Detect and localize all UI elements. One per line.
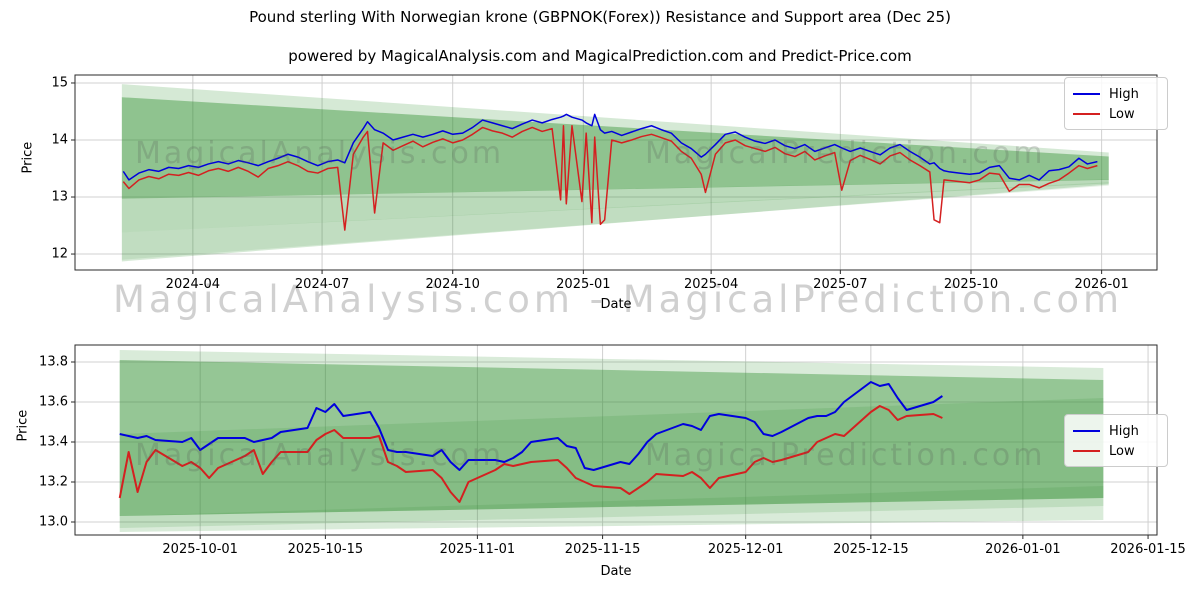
watermark-analysis-bottom: MagicalAnalysis.com	[135, 438, 505, 473]
legend-top: High Low	[1064, 77, 1168, 130]
xtick-label: 2026-01-01	[985, 542, 1061, 557]
xtick-label: 2025-11-15	[564, 542, 641, 557]
page-title: Pound sterling With Norwegian krone (GBP…	[249, 8, 951, 26]
legend-label-low: Low	[1109, 443, 1135, 459]
legend-item-low: Low	[1073, 104, 1159, 124]
watermark-analysis-top: MagicalAnalysis.com	[135, 136, 505, 171]
x-axis-label-bottom: Date	[600, 564, 632, 579]
xtick-label: 2025-12-15	[833, 542, 909, 557]
watermark-prediction-top: MagicalPrediction.com	[645, 136, 1046, 171]
x-axis-label-top: Date	[600, 297, 632, 312]
xtick-label: 2026-01	[1074, 277, 1129, 292]
legend-label-high: High	[1109, 86, 1139, 102]
y-axis-label-top: Price	[20, 141, 36, 174]
ytick-label: 13.0	[39, 514, 68, 530]
xtick-label: 2024-04	[165, 277, 221, 292]
ytick-label: 13.2	[39, 474, 68, 490]
legend-label-high: High	[1109, 423, 1139, 439]
ytick-label: 12	[51, 246, 68, 262]
xtick-label: 2025-12-01	[707, 542, 784, 557]
xtick-label: 2026-01-15	[1110, 542, 1186, 557]
ytick-label: 14	[51, 132, 68, 148]
xtick-label: 2025-01	[556, 277, 611, 292]
xtick-label: 2024-10	[425, 277, 480, 292]
ytick-label: 13	[51, 189, 68, 205]
legend-item-high: High	[1073, 84, 1159, 104]
ytick-label: 13.8	[39, 354, 68, 370]
xtick-label: 2025-04	[683, 277, 739, 292]
ytick-label: 15	[51, 75, 68, 91]
low-line-swatch	[1073, 113, 1100, 115]
legend-item-low: Low	[1073, 441, 1159, 461]
xtick-label: 2025-10-15	[287, 542, 364, 557]
legend-bottom: High Low	[1064, 414, 1168, 467]
ytick-label: 13.6	[39, 394, 68, 410]
high-line-swatch	[1073, 93, 1100, 95]
watermark-axis-row: MagicalAnalysis.com - MagicalPrediction.…	[113, 278, 1124, 321]
watermark-prediction-bottom: MagicalPrediction.com	[645, 438, 1046, 473]
xtick-label: 2025-11-01	[439, 542, 516, 557]
xtick-label: 2025-10-01	[162, 542, 238, 557]
y-axis-label-bottom: Price	[15, 409, 31, 442]
low-line-swatch	[1073, 450, 1100, 452]
xtick-label: 2025-07	[813, 277, 868, 292]
high-line-swatch	[1073, 430, 1100, 432]
legend-label-low: Low	[1109, 106, 1135, 122]
ytick-label: 13.4	[39, 434, 68, 450]
xtick-label: 2025-10	[943, 277, 999, 292]
chart-subtitle: powered by MagicalAnalysis.com and Magic…	[288, 47, 912, 65]
xtick-label: 2024-07	[294, 277, 350, 292]
legend-item-high: High	[1073, 421, 1159, 441]
